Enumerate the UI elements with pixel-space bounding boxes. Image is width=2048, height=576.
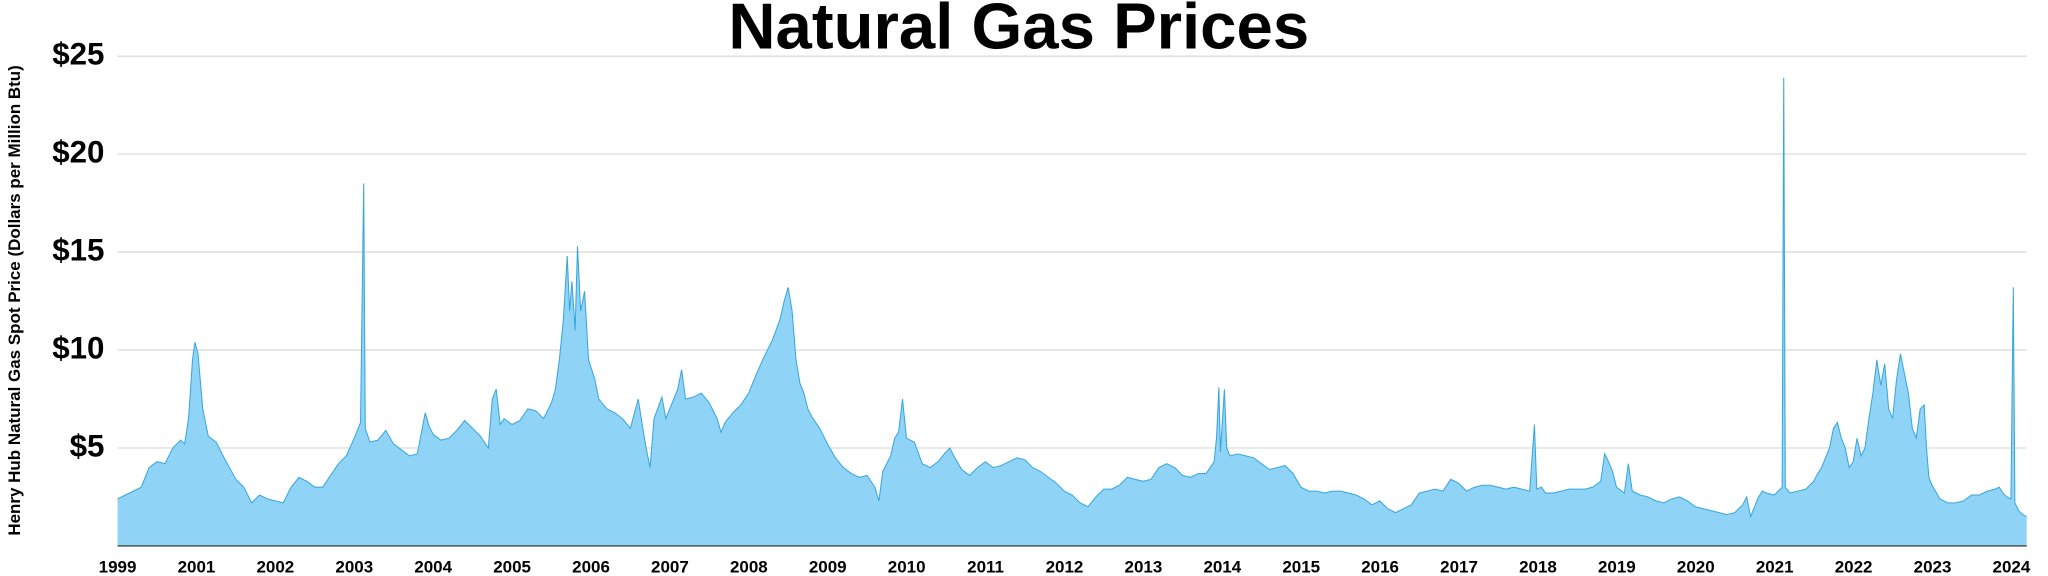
x-tick-label: 2009 bbox=[809, 558, 847, 576]
y-tick-label: $20 bbox=[52, 134, 104, 169]
area bbox=[117, 77, 2027, 546]
x-tick-label: 2002 bbox=[256, 558, 294, 576]
y-tick-label: $15 bbox=[52, 232, 104, 267]
chart-title: Natural Gas Prices bbox=[728, 0, 1309, 63]
y-tick-label: $25 bbox=[52, 36, 104, 71]
x-tick-label: 2005 bbox=[493, 558, 531, 576]
x-tick-label: 2023 bbox=[1914, 558, 1952, 576]
x-tick-label: 2007 bbox=[651, 558, 689, 576]
x-tick-label: 2016 bbox=[1361, 558, 1399, 576]
x-tick-label: 1999 bbox=[99, 558, 137, 576]
x-tick-label: 2021 bbox=[1756, 558, 1794, 576]
x-tick-label: 2003 bbox=[335, 558, 373, 576]
x-tick-label: 2008 bbox=[730, 558, 768, 576]
area-line bbox=[117, 77, 2027, 519]
x-tick-label: 2001 bbox=[178, 558, 216, 576]
x-tick-label: 2017 bbox=[1440, 558, 1478, 576]
x-tick-label: 2010 bbox=[888, 558, 926, 576]
x-tick-label: 2011 bbox=[967, 558, 1004, 576]
y-axis-label: Henry Hub Natural Gas Spot Price (Dollar… bbox=[5, 65, 24, 535]
x-tick-label: 2015 bbox=[1282, 558, 1320, 576]
x-tick-label: 2018 bbox=[1519, 558, 1557, 576]
x-tick-label: 2006 bbox=[572, 558, 610, 576]
x-tick-label: 2004 bbox=[414, 558, 452, 576]
y-tick-label: $10 bbox=[52, 330, 104, 365]
x-tick-label: 2012 bbox=[1046, 558, 1084, 576]
x-tick-label: 2019 bbox=[1598, 558, 1636, 576]
x-tick-label: 2013 bbox=[1125, 558, 1163, 576]
y-tick-label: $5 bbox=[70, 428, 105, 463]
x-tick-label: 2014 bbox=[1203, 558, 1241, 576]
x-tick-label: 2024 bbox=[1993, 558, 2031, 576]
x-tick-label: 2020 bbox=[1677, 558, 1715, 576]
x-tick-label: 2022 bbox=[1835, 558, 1873, 576]
